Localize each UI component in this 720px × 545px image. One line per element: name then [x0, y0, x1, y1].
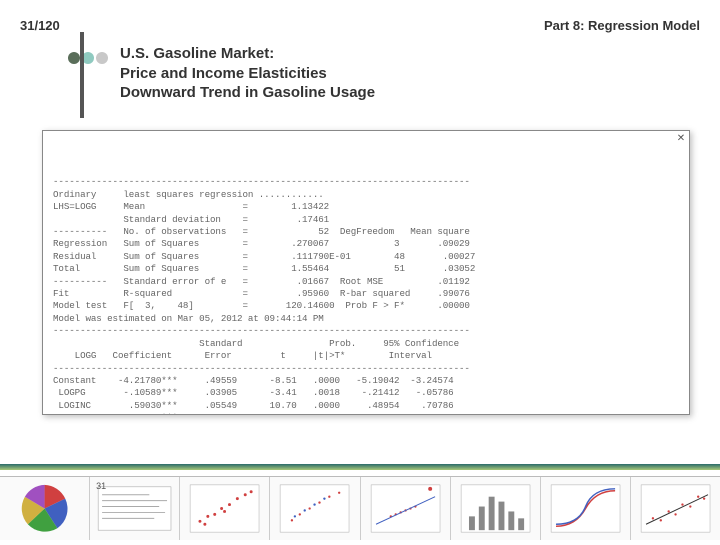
bottom-accent-bar: [0, 464, 720, 470]
thumb-4[interactable]: [270, 477, 360, 540]
thumb-1[interactable]: [0, 477, 90, 540]
title-line-1: U.S. Gasoline Market:: [120, 44, 375, 64]
thumb-8[interactable]: [631, 477, 720, 540]
dot-1: [68, 52, 80, 64]
thumbnail-strip: 31: [0, 476, 720, 540]
thumb-3[interactable]: [180, 477, 270, 540]
thumb-6[interactable]: [451, 477, 541, 540]
decorative-dots: [68, 52, 108, 64]
close-icon[interactable]: ✕: [677, 133, 685, 147]
title-line-3: Downward Trend in Gasoline Usage: [120, 83, 375, 103]
title-line-2: Price and Income Elasticities: [120, 64, 375, 84]
current-slide-number: 31: [96, 481, 106, 491]
slide-counter: 31/120: [20, 18, 60, 33]
slide-title: U.S. Gasoline Market: Price and Income E…: [120, 44, 375, 103]
thumb-5[interactable]: [361, 477, 451, 540]
thumb-7[interactable]: [541, 477, 631, 540]
dot-3: [96, 52, 108, 64]
part-title: Part 8: Regression Model: [544, 18, 700, 33]
regression-text: ----------------------------------------…: [53, 176, 679, 415]
vertical-bar: [80, 32, 84, 118]
thumb-2[interactable]: 31: [90, 477, 180, 540]
regression-output-box: ✕ --------------------------------------…: [42, 130, 690, 415]
